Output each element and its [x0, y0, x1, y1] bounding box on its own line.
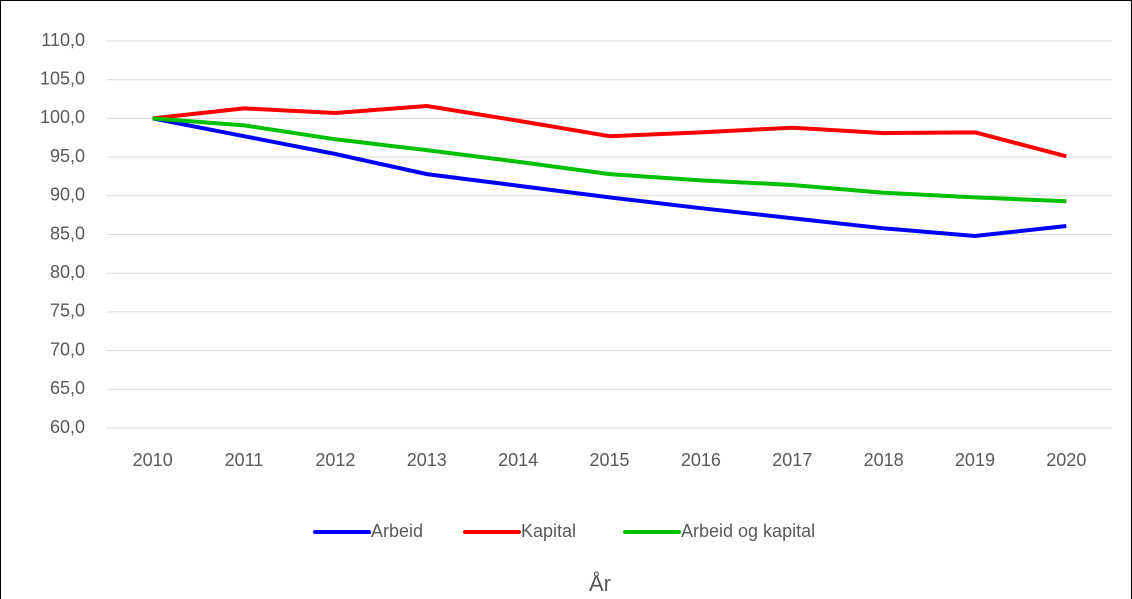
x-tick-label: 2010	[133, 450, 173, 470]
y-tick-label: 105,0	[40, 68, 85, 88]
y-tick-label: 100,0	[40, 107, 85, 127]
line-series	[152, 116, 1067, 204]
x-tick-label: 2014	[498, 450, 538, 470]
x-tick-label: 2013	[407, 450, 447, 470]
x-tick-label: 2018	[864, 450, 904, 470]
y-tick-label: 65,0	[50, 378, 85, 398]
x-tick-label: 2011	[225, 450, 264, 470]
y-tick-label: 75,0	[50, 301, 85, 321]
x-tick-label: 2017	[772, 450, 812, 470]
legend-label: Arbeid	[371, 521, 423, 541]
x-tick-label: 2020	[1046, 450, 1086, 470]
x-tick-label: 2015	[589, 450, 629, 470]
line-series	[152, 104, 1067, 159]
line-series	[152, 116, 1067, 239]
x-tick-label: 2012	[315, 450, 355, 470]
y-tick-label: 110,0	[41, 30, 85, 50]
y-tick-label: 90,0	[50, 185, 85, 205]
x-axis-label: År	[589, 571, 611, 596]
y-tick-label: 95,0	[50, 146, 85, 166]
x-tick-label: 2019	[955, 450, 995, 470]
y-tick-label: 70,0	[50, 339, 85, 359]
y-tick-label: 60,0	[50, 417, 85, 437]
y-tick-label: 85,0	[50, 223, 85, 243]
legend-label: Kapital	[521, 521, 576, 541]
legend-label: Arbeid og kapital	[681, 521, 815, 541]
y-tick-label: 80,0	[50, 262, 85, 282]
x-tick-label: 2016	[681, 450, 721, 470]
